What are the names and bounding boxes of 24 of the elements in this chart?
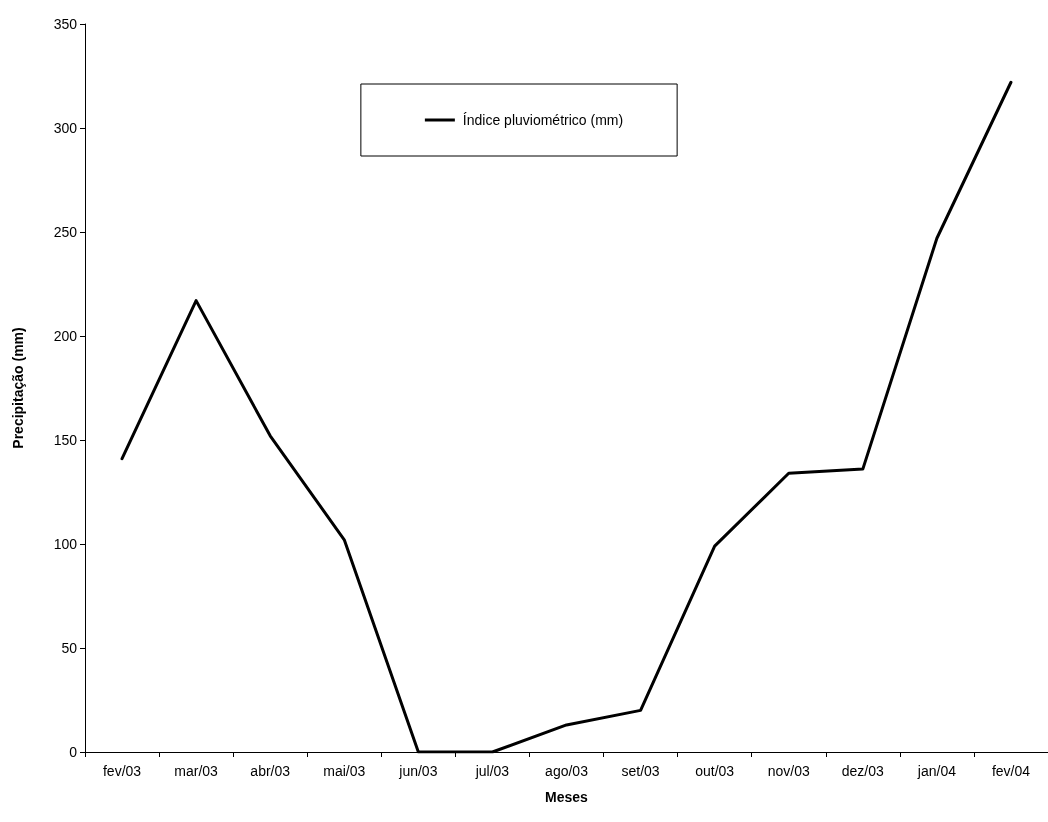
x-tick-label: abr/03 [250,763,291,779]
x-tick-label: jan/04 [916,763,957,779]
x-tick-label: fev/04 [991,763,1031,779]
y-tick-label: 200 [53,328,78,344]
y-tick-label: 150 [53,432,78,448]
y-tick-label: 0 [69,744,78,760]
y-tick-label: 250 [53,224,78,240]
x-tick-label: jun/03 [398,763,438,779]
x-tick-label: out/03 [695,763,735,779]
x-tick-label: jul/03 [474,763,510,779]
x-tick-label: mar/03 [174,763,219,779]
y-tick-label: 300 [53,120,78,136]
x-tick-label: dez/03 [841,763,885,779]
x-tick-label: fev/03 [102,763,142,779]
y-tick-label: 50 [61,640,78,656]
x-tick-label: nov/03 [767,763,810,779]
legend-label: Índice pluviométrico (mm) [462,112,624,128]
y-tick-label: 350 [53,16,78,32]
y-axis-title: Precipitação (mm) [10,327,26,449]
x-tick-label: mai/03 [323,763,366,779]
x-tick-label: set/03 [621,763,660,779]
x-tick-label: ago/03 [545,763,589,779]
x-axis-title: Meses [545,789,589,805]
y-tick-label: 100 [53,536,78,552]
